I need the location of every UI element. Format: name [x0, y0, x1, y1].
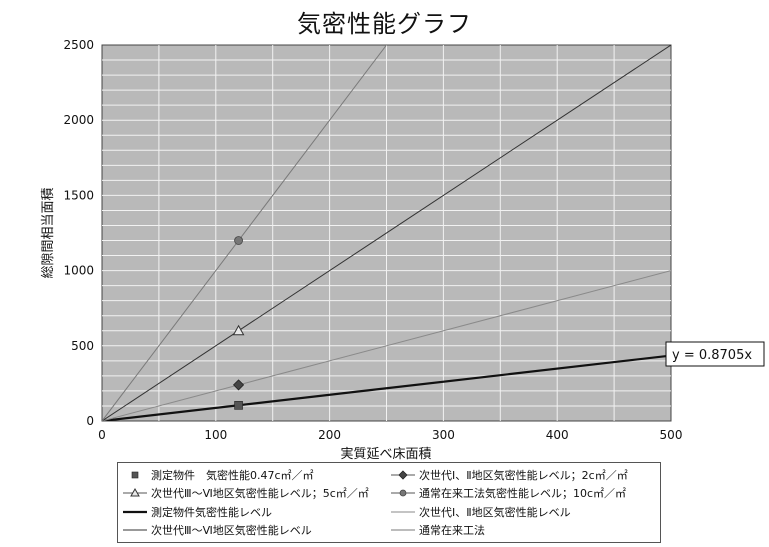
legend-marker-circle	[399, 489, 407, 497]
y-tick-label: 500	[71, 339, 94, 353]
chart-title: 気密性能グラフ	[297, 10, 472, 38]
legend-swatch	[123, 487, 147, 497]
legend-label: 測定物件気密性能レベル	[151, 505, 272, 519]
x-tick-label: 300	[432, 428, 455, 442]
series-line-4	[102, 354, 671, 421]
data-point-diamond	[232, 379, 245, 391]
y-tick-label: 2500	[63, 38, 94, 52]
legend-item: 通常在来工法	[390, 522, 485, 539]
legend-marker-triangle	[130, 487, 140, 497]
x-tick-label: 400	[546, 428, 569, 442]
legend-item: 通常在来工法気密性能レベル；10c㎡／㎡	[390, 485, 626, 502]
legend-marker-square	[131, 471, 139, 478]
legend-item: 次世代Ⅲ～Ⅵ地区気密性能レベル；5c㎡／㎡	[122, 485, 369, 502]
series-lines	[102, 45, 671, 421]
legend-swatch	[123, 529, 147, 531]
y-tick-label: 0	[86, 414, 94, 428]
data-point-circle	[234, 236, 243, 245]
legend-label: 次世代Ⅲ～Ⅵ地区気密性能レベル；5c㎡／㎡	[151, 487, 369, 500]
legend-label: 通常在来工法気密性能レベル；10c㎡／㎡	[419, 487, 627, 500]
y-tick-label: 2000	[63, 113, 94, 127]
chart-plot: 0 100 200 300 400 500 0 500 1000 1500 2000 2500 実質延…	[41, 38, 765, 460]
legend-label: 次世代Ⅰ、Ⅱ地区気密性能レベル	[419, 505, 571, 519]
legend-item: 次世代Ⅰ、Ⅱ地区気密性能レベル	[390, 503, 571, 520]
legend-label: 測定物件 気密性能0.47c㎡／㎡	[151, 468, 314, 482]
legend-item: 次世代Ⅲ～Ⅵ地区気密性能レベル	[122, 522, 312, 539]
legend-item: 測定物件気密性能レベル	[122, 503, 272, 520]
trendline-label-box: y = 0.8705x	[665, 341, 765, 367]
y-axis-label: 総隙間相当面積	[41, 187, 56, 278]
data-point-square	[234, 401, 243, 410]
series-line-7	[102, 45, 387, 421]
legend-marker-diamond	[398, 469, 408, 480]
legend-swatch	[391, 529, 415, 531]
y-tick-label: 1000	[63, 264, 94, 278]
data-point-triangle	[232, 324, 245, 336]
series-line-6	[102, 45, 671, 421]
x-tick-label: 100	[204, 428, 227, 442]
series-markers	[232, 236, 245, 410]
legend-label: 通常在来工法	[419, 524, 485, 537]
legend-swatch	[131, 471, 139, 478]
series-line-5	[102, 270, 671, 421]
legend-item: 測定物件 気密性能0.47c㎡／㎡	[122, 466, 314, 483]
x-tick-label: 200	[318, 428, 341, 442]
y-tick-label: 1500	[63, 188, 94, 202]
legend-swatch	[391, 489, 415, 497]
legend-swatch	[391, 469, 415, 480]
x-axis-label: 実質延べ床面積	[340, 446, 431, 460]
legend-swatch	[391, 511, 415, 512]
axis-ticks: 0 100 200 300 400 500 0 500 1000 1500 2000 2500	[63, 38, 682, 442]
x-tick-label: 500	[660, 428, 683, 442]
x-tick-label: 0	[98, 428, 106, 442]
legend-label: 次世代Ⅰ、Ⅱ地区気密性能レベル；2c㎡／㎡	[419, 468, 628, 482]
legend-item: 次世代Ⅰ、Ⅱ地区気密性能レベル；2c㎡／㎡	[390, 466, 628, 483]
trendline-equation: y = 0.8705x	[672, 348, 752, 363]
legend-label: 次世代Ⅲ～Ⅵ地区気密性能レベル	[151, 524, 312, 537]
grid-lines	[102, 45, 671, 421]
chart-legend: 測定物件 気密性能0.47c㎡／㎡ 次世代Ⅰ、Ⅱ地区気密性能レベル；2c㎡／㎡ 次世…	[117, 462, 661, 543]
legend-swatch	[123, 510, 147, 513]
